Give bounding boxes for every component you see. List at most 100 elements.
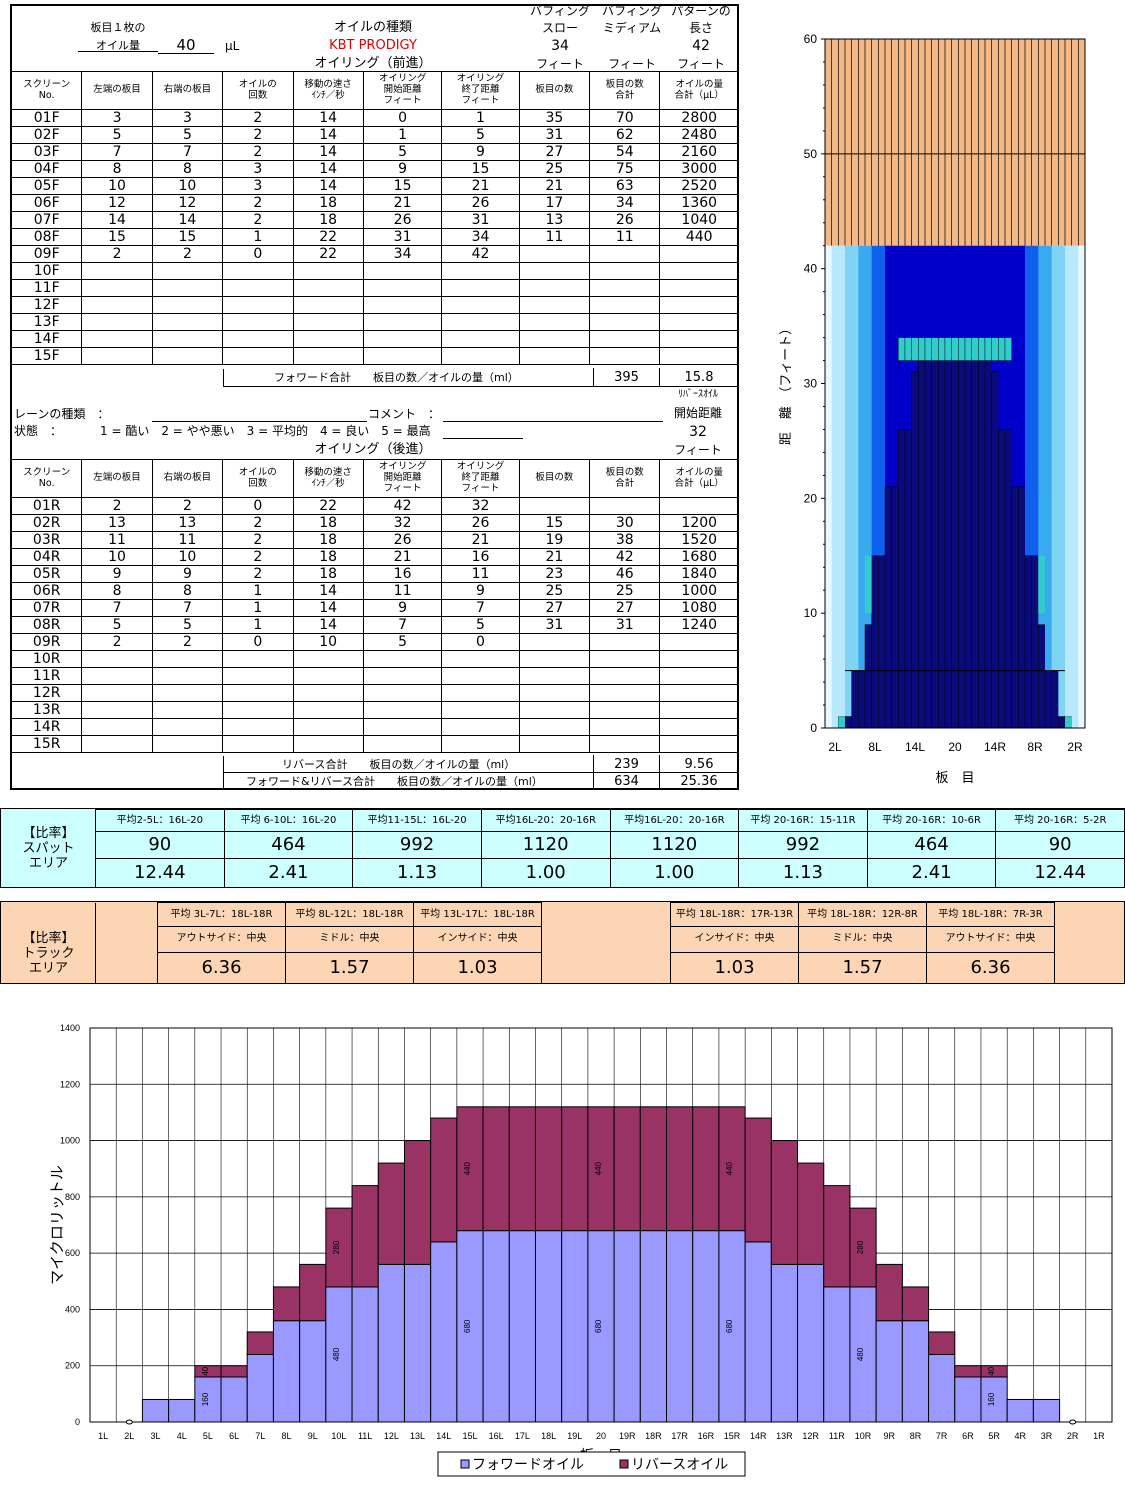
oil-gradient-board xyxy=(1031,245,1039,728)
table-row: 06F 12 12 2 18 21 26 17 34 1360 xyxy=(10,194,739,212)
x-axis-title: 板 目 xyxy=(935,770,974,785)
table-cell xyxy=(362,718,443,736)
table-cell xyxy=(518,650,591,668)
table-cell: 18 xyxy=(292,565,364,583)
reverse-start-unit: フィート xyxy=(674,443,722,457)
table-cell xyxy=(441,684,520,702)
table-cell: 11 xyxy=(518,228,591,246)
table-cell xyxy=(441,296,520,314)
table-cell xyxy=(659,718,739,736)
buff-mark xyxy=(898,337,906,361)
forward-bar xyxy=(430,1241,458,1423)
heavy-oil-board xyxy=(898,429,906,729)
spot-sum: 1120 xyxy=(609,831,740,859)
track-label: 【比率】 xyxy=(22,931,75,946)
column-header: 左端の板目 xyxy=(81,459,153,498)
table-cell: 1840 xyxy=(659,565,739,583)
data-label: 480 xyxy=(332,1347,341,1361)
table-cell xyxy=(151,262,224,280)
table-cell xyxy=(518,262,591,280)
track-ratio-table: 平均 3L-7L：18L-18R 平均 8L-12L：18L-18R 平均 13L-… xyxy=(95,901,1125,985)
x-tick-label: 13R xyxy=(776,1431,793,1441)
table-cell: 42 xyxy=(441,245,520,263)
reverse-bar xyxy=(823,1185,851,1288)
table-cell xyxy=(81,279,153,297)
legend: フォワードオイル リバースオイル xyxy=(437,1451,746,1477)
heavy-oil-board xyxy=(938,337,946,729)
column-header: オイリング 開始距離 フィート xyxy=(362,459,443,498)
table-cell: 12 xyxy=(81,194,153,212)
screen-number: 07F xyxy=(10,211,83,229)
track-subheader: ミドル：中央 xyxy=(285,926,414,953)
table-cell xyxy=(222,735,294,753)
forward-total-label: フォワード合計 板目の数／オイルの量（ml） xyxy=(274,371,519,384)
reverse-start-label: ﾘﾊﾞｰｽｵｲﾙ xyxy=(678,389,718,400)
y-tick-label: 200 xyxy=(65,1361,80,1371)
spot-header: 平均2-5L：16L-20 xyxy=(95,809,225,832)
table-cell xyxy=(518,296,591,314)
table-cell xyxy=(659,684,739,702)
table-cell: 0 xyxy=(222,633,294,651)
x-tick-label: 3R xyxy=(1041,1431,1053,1441)
table-cell xyxy=(659,296,739,314)
table-cell: 3 xyxy=(81,109,153,127)
y-tick-label: 40 xyxy=(804,262,818,276)
forward-bar xyxy=(220,1376,248,1423)
heavy-oil-board xyxy=(1031,555,1039,729)
legend-label: リバースオイル xyxy=(631,1456,728,1472)
column-header: オイリング 終了距離 フィート xyxy=(441,459,520,498)
table-cell xyxy=(81,667,153,685)
table-cell xyxy=(292,262,364,280)
table-cell xyxy=(81,330,153,348)
table-cell: 1240 xyxy=(659,616,739,634)
table-row: 08F 15 15 1 22 31 34 11 11 440 xyxy=(10,228,739,246)
table-cell: 9 xyxy=(151,565,224,583)
table-cell xyxy=(441,313,520,331)
table-cell xyxy=(659,313,739,331)
table-row: 15F xyxy=(10,347,739,365)
table-cell: 25 xyxy=(518,160,591,178)
reverse-bar xyxy=(849,1207,877,1288)
table-cell xyxy=(589,718,661,736)
buff-mark xyxy=(911,337,919,361)
table-cell xyxy=(589,633,661,651)
heavy-oil-board xyxy=(991,371,999,729)
heavy-oil-board xyxy=(1024,555,1033,729)
table-cell: 10 xyxy=(81,177,153,195)
buff-mark xyxy=(938,337,946,361)
buff-mark xyxy=(1004,337,1012,361)
buff-mark xyxy=(998,337,1006,361)
track-label: エリア xyxy=(28,961,68,976)
spot-sum: 992 xyxy=(738,831,868,859)
condition-field[interactable] xyxy=(443,438,523,439)
spot-sum: 90 xyxy=(995,831,1125,859)
table-cell: 14 xyxy=(81,211,153,229)
legend-swatch xyxy=(619,1459,629,1469)
spot-ratio: 2.41 xyxy=(866,858,997,888)
track-ratio: 6.36 xyxy=(926,951,1055,985)
table-cell xyxy=(659,347,739,365)
spot-header: 平均16L-20：20-16R xyxy=(609,809,740,832)
buff-mark xyxy=(865,555,872,614)
table-cell: 7 xyxy=(151,143,224,161)
oil-gradient-board xyxy=(1038,245,1046,728)
column-header: 右端の板目 xyxy=(151,459,224,498)
forward-bar xyxy=(849,1286,877,1423)
forward-bar xyxy=(639,1230,668,1423)
x-tick-label: 16L xyxy=(489,1431,504,1441)
table-cell xyxy=(81,347,153,365)
heavy-oil-board xyxy=(964,337,973,729)
x-tick-label: 2R xyxy=(1067,1431,1079,1441)
table-cell: 15 xyxy=(151,228,224,246)
column-header: 移動の速さ ｲﾝﾁ／秒 xyxy=(292,459,364,498)
heavy-oil-board xyxy=(958,337,966,729)
table-cell: 9 xyxy=(441,582,520,600)
table-cell: 25 xyxy=(589,582,661,600)
table-cell xyxy=(151,667,224,685)
track-ratio: 1.57 xyxy=(798,951,927,985)
comment-field[interactable] xyxy=(443,421,663,422)
forward-bar xyxy=(168,1398,196,1423)
heavy-oil-board xyxy=(1038,624,1046,729)
lane-type-field[interactable] xyxy=(152,421,367,422)
y-tick-label: 10 xyxy=(804,606,818,620)
